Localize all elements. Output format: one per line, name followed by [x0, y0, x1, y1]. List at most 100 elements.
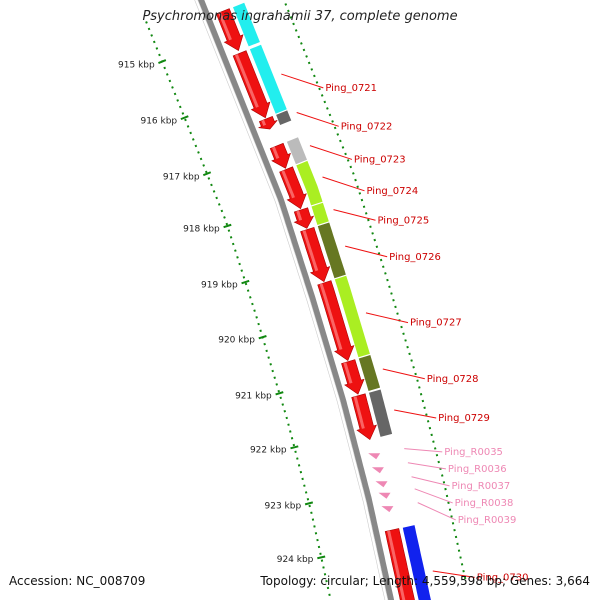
accession-text: Accession: NC_008709 — [9, 574, 146, 588]
label-leader-line — [417, 502, 456, 521]
cds-arrow-highlight — [343, 362, 353, 384]
ruler-tick-label: 916 kbp — [140, 117, 177, 127]
ruler-tick — [290, 445, 299, 450]
label-leader-line — [414, 488, 453, 504]
ruler-tick — [317, 555, 326, 560]
cog-block — [358, 355, 380, 391]
label-leader-line — [382, 368, 425, 380]
rna-feature[interactable] — [375, 481, 388, 488]
cog-block — [311, 202, 329, 225]
label-leader-line — [333, 209, 376, 221]
cds-feature[interactable] — [279, 166, 307, 210]
feature-label: Ping_0725 — [377, 215, 429, 226]
feature-label: Ping_R0036 — [448, 464, 507, 475]
label-leader-line — [281, 73, 324, 89]
rna-triangle — [368, 453, 381, 460]
ruler-tick-label: 917 kbp — [163, 173, 200, 183]
ruler-tick-label: 919 kbp — [201, 281, 238, 291]
ruler-tick-label: 921 kbp — [235, 392, 272, 402]
ruler-tick-label: 915 kbp — [118, 61, 155, 71]
cds-arrow-highlight — [319, 283, 343, 350]
cds-arrow — [269, 142, 291, 169]
cds-arrow-highlight — [296, 210, 303, 221]
cds-arrow-highlight — [261, 119, 267, 126]
label-leader-line — [322, 176, 365, 192]
cds-feature[interactable] — [300, 227, 331, 283]
ruler-tick-label: 922 kbp — [250, 445, 287, 455]
cog-block — [233, 2, 260, 47]
ruler-line — [145, 21, 332, 600]
ruler-tick-label: 924 kbp — [277, 555, 314, 565]
ruler: 915 kbp 916 kbp 917 kbp 918 kbp 919 kbp 920 k… — [118, 0, 468, 600]
feature-labels: Ping_0721 Ping_0722 Ping_0723 Ping_0724 Ping… — [281, 73, 529, 583]
map-title: Psychromonas ingrahamii 37, complete gen… — [142, 9, 458, 24]
feature-label: Ping_0721 — [325, 83, 377, 94]
cog-block — [286, 137, 307, 165]
rna-triangle — [378, 492, 391, 499]
feature-label: Ping_R0038 — [455, 498, 514, 509]
cds-track — [215, 8, 420, 600]
ruler-line-inner — [282, 0, 468, 584]
cds-feature[interactable] — [384, 528, 420, 600]
rna-feature[interactable] — [381, 506, 394, 513]
ruler-tick — [241, 279, 250, 285]
rna-feature[interactable] — [368, 453, 381, 460]
label-leader-line — [432, 570, 475, 578]
feature-label: Ping_0730 — [477, 572, 529, 583]
ruler-tick-label: 920 kbp — [218, 335, 255, 345]
cds-feature[interactable] — [341, 359, 365, 395]
cds-arrow-highlight — [387, 530, 406, 600]
rna-triangle — [375, 481, 388, 488]
label-leader-line — [296, 112, 339, 127]
ruler-tick — [223, 223, 232, 229]
cds-arrow-highlight — [235, 54, 259, 108]
feature-label: Ping_R0035 — [444, 447, 503, 458]
cds-arrow-highlight — [353, 396, 365, 429]
ruler-tick-label: 918 kbp — [183, 224, 220, 234]
feature-label: Ping_0722 — [341, 121, 393, 132]
ruler-tick — [158, 59, 167, 64]
ruler-tick — [202, 171, 212, 177]
ruler-tick — [180, 115, 189, 121]
cds-arrow-highlight — [218, 12, 232, 41]
cds-arrow-highlight — [302, 230, 319, 272]
rna-triangle — [381, 506, 394, 513]
rna-triangle — [371, 467, 384, 474]
ruler-tick-label: 923 kbp — [265, 501, 302, 511]
cds-arrow — [293, 207, 315, 229]
cog-block — [249, 44, 287, 114]
cog-block — [334, 275, 370, 358]
backbone — [194, 0, 395, 600]
feature-label: Ping_0723 — [354, 154, 406, 165]
cds-feature[interactable] — [269, 142, 291, 169]
cds-feature[interactable] — [317, 280, 355, 361]
feature-label: Ping_0729 — [438, 413, 490, 424]
cog-block — [402, 525, 431, 600]
cog-block — [369, 389, 393, 437]
ruler-tick — [304, 501, 314, 506]
cds-feature[interactable] — [215, 8, 244, 51]
ruler-tick — [258, 335, 267, 340]
label-leader-line — [407, 462, 446, 470]
cds-arrow-highlight — [272, 146, 280, 159]
label-leader-line — [411, 476, 450, 487]
cds-feature[interactable] — [351, 393, 377, 441]
cds-feature[interactable] — [293, 207, 315, 229]
label-leader-line — [394, 409, 437, 419]
label-leader-line — [309, 145, 353, 160]
cog-block — [317, 222, 346, 279]
label-leader-line — [365, 312, 409, 324]
backbone-outline — [194, 0, 389, 600]
cds-feature[interactable] — [258, 116, 278, 130]
rna-feature[interactable] — [371, 467, 384, 474]
rna-feature[interactable] — [378, 492, 391, 499]
feature-label: Ping_0724 — [367, 186, 419, 197]
cds-feature[interactable] — [232, 50, 271, 119]
feature-label: Ping_0728 — [427, 374, 479, 385]
feature-label: Ping_R0039 — [458, 515, 517, 526]
topology-text: Topology: circular; Length: 4,559,598 bp… — [260, 574, 590, 588]
cog-block — [276, 110, 292, 125]
cds-arrow-highlight — [281, 170, 295, 199]
label-leader-line — [345, 245, 388, 258]
